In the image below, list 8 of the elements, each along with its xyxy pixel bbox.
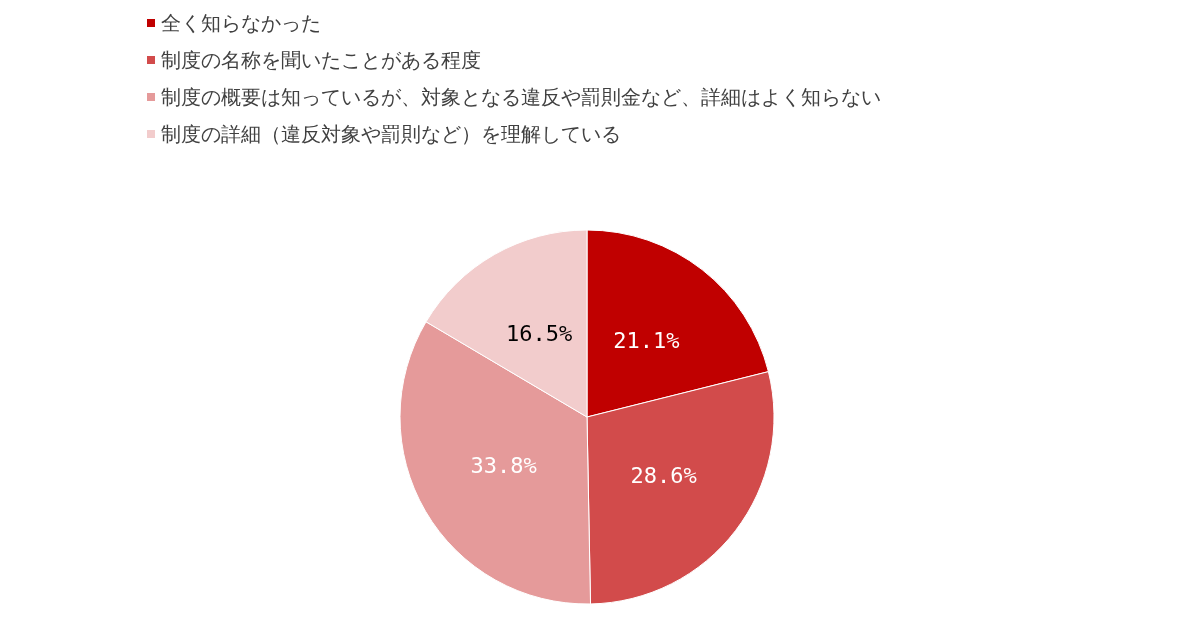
legend-label: 制度の概要は知っているが、対象となる違反や罰則金など、詳細はよく知らない: [161, 85, 881, 109]
legend-label: 制度の詳細（違反対象や罰則など）を理解している: [161, 122, 621, 146]
data-label: 21.1%: [613, 328, 680, 354]
legend-label: 全く知らなかった: [161, 11, 321, 35]
legend-label: 制度の名称を聞いたことがある程度: [161, 48, 481, 72]
data-label: 33.8%: [470, 453, 537, 479]
data-label: 16.5%: [506, 320, 573, 346]
data-label: 28.6%: [630, 463, 697, 489]
